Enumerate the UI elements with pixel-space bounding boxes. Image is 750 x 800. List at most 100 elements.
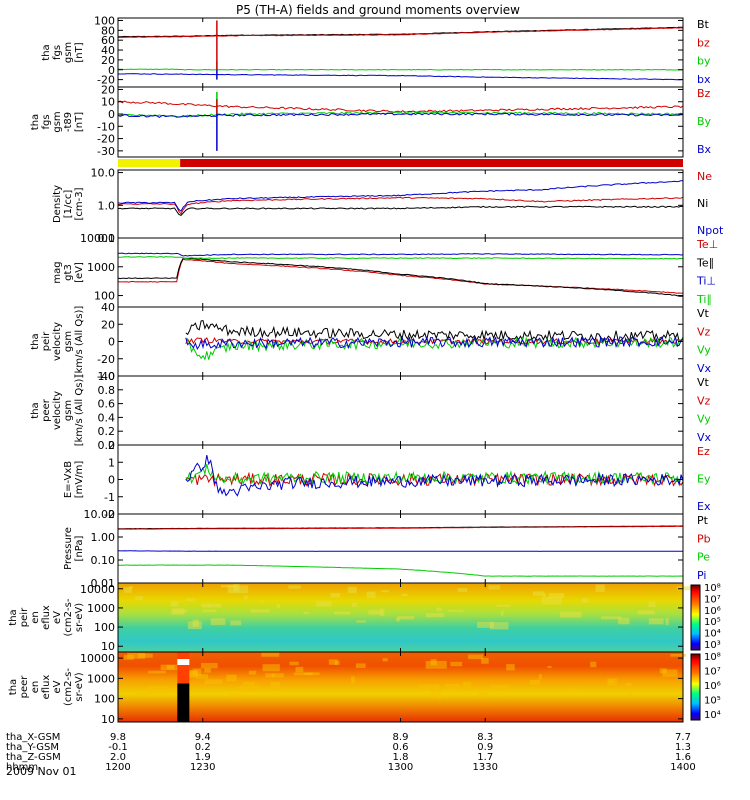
y-axis-label: velocity <box>52 391 63 430</box>
xaxis-row-value: 8.3 <box>477 732 493 743</box>
y-tick-label: 100 <box>94 693 115 706</box>
legend-Pb: Pb <box>697 532 711 545</box>
spectrogram-texture <box>438 691 442 700</box>
spectrogram-texture <box>250 609 270 613</box>
spectrogram-gap <box>177 659 190 665</box>
legend-Bz: Bz <box>697 87 711 100</box>
y-tick-label: 20 <box>101 54 115 67</box>
legend-Te∥: Te∥ <box>696 256 714 269</box>
panel-mode_bar <box>118 159 683 167</box>
spectrogram-texture <box>419 684 440 690</box>
spectrogram-texture <box>430 659 437 666</box>
spectrogram-texture <box>265 673 284 678</box>
series-line-Ex <box>185 454 684 497</box>
panel-density: 0.1 1.0 10.0 Density [1/cc] [cm-3] Ne Ni Npot <box>52 167 724 245</box>
xaxis-row-label: tha_Z-GSM <box>6 752 61 763</box>
y-axis-label: eV <box>52 611 63 624</box>
spectrogram-texture <box>204 679 223 684</box>
legend-Te⊥: Te⊥ <box>696 238 718 251</box>
spectrogram-texture <box>261 600 264 604</box>
legend-bz: bz <box>697 36 710 49</box>
xaxis-row-value: 9.8 <box>110 732 126 743</box>
spectrogram-texture <box>648 601 656 608</box>
y-axis-label: [cm-3] <box>74 187 85 220</box>
spectrogram-texture <box>401 593 408 597</box>
xaxis-row-value: 1230 <box>190 762 215 773</box>
spectrogram-texture <box>665 617 669 625</box>
spectrogram-texture <box>490 685 508 690</box>
spectrogram-texture <box>208 604 211 608</box>
colorbar <box>690 584 701 651</box>
spectrogram-texture <box>200 662 218 669</box>
y-tick-label: 2 <box>108 439 115 452</box>
y-axis-label: Pressure <box>63 527 74 570</box>
xaxis-row-label: tha_Y-GSM <box>6 742 59 753</box>
spectrogram-texture <box>276 603 280 609</box>
date-label: 2009 Nov 01 <box>6 765 76 778</box>
y-axis-label: [nT] <box>74 112 85 132</box>
xaxis-row-value: 1.9 <box>195 752 211 763</box>
legend-Vt: Vt <box>697 307 710 320</box>
y-tick-label: 20 <box>101 83 115 96</box>
spectrogram-texture <box>347 586 357 594</box>
series-line-Bx <box>117 112 684 119</box>
legend-Pe: Pe <box>697 551 710 564</box>
spectrogram-texture <box>328 659 338 665</box>
spectrogram-texture <box>136 692 152 695</box>
y-tick-label: 1.0 <box>98 199 116 212</box>
y-tick-label: 0 <box>108 108 115 121</box>
spectrogram-texture <box>293 672 313 676</box>
spectrogram-texture <box>447 609 464 612</box>
y-axis-label: gsm <box>52 111 63 132</box>
series-line-Ti⊥ <box>117 252 684 257</box>
y-tick-label: 10000 <box>80 583 115 596</box>
y-axis-label: [mV/m] <box>74 461 85 499</box>
spectrogram-texture <box>488 585 501 590</box>
legend-by: by <box>697 55 711 68</box>
colorbar-label: 10⁶ <box>704 606 721 617</box>
y-tick-label: 80 <box>101 24 115 37</box>
y-tick-label: 1.0 <box>98 370 116 383</box>
spectrogram-texture <box>445 683 460 691</box>
legend-Ti⊥: Ti⊥ <box>696 275 716 288</box>
spectrogram-texture <box>171 608 184 611</box>
spectrogram-texture <box>195 674 209 679</box>
y-axis-label: en <box>30 611 41 624</box>
legend-bx: bx <box>697 73 711 86</box>
spectrogram-texture <box>600 616 622 620</box>
spectrogram-texture <box>477 689 488 697</box>
spectrogram-texture <box>397 616 415 620</box>
legend-Bx: Bx <box>697 143 712 156</box>
spectrogram-texture <box>210 618 226 626</box>
spectrogram-texture <box>355 663 366 668</box>
colorbar-label: 10⁶ <box>704 681 721 692</box>
spectrogram-gap <box>177 683 190 722</box>
spectrogram-texture <box>477 621 494 628</box>
spectrogram-texture <box>582 598 589 604</box>
legend-Vy: Vy <box>697 344 711 357</box>
y-tick-label: 1.00 <box>91 531 116 544</box>
panel-efield: -2 -1 0 1 2 E=-VxB [mV/m] Ez Ey Ex <box>63 439 711 521</box>
y-axis-label: tha <box>8 609 19 625</box>
spectrogram-texture <box>226 674 237 682</box>
spectrogram-texture <box>171 688 179 695</box>
y-axis-label: fgs <box>52 45 63 60</box>
spectrogram-texture <box>127 652 146 659</box>
xaxis-row-value: 1330 <box>473 762 498 773</box>
y-tick-label: 1000 <box>87 672 115 685</box>
y-tick-label: 0.2 <box>98 425 116 438</box>
xaxis-row-value: 1.8 <box>393 752 409 763</box>
legend-By: By <box>697 115 712 128</box>
y-tick-label: 100 <box>94 621 115 634</box>
xaxis-row-value: 2.0 <box>110 752 126 763</box>
spectrogram-texture <box>262 664 280 672</box>
y-tick-label: 0.1 <box>98 232 116 245</box>
y-tick-label: 0.6 <box>98 398 116 411</box>
y-axis-label: [1/cc] <box>63 190 74 219</box>
series-line-Ti∥ <box>118 256 684 260</box>
spectrogram-texture <box>189 670 198 678</box>
panel-temperature: 100 1000 10000 mag gt3 [eV] Te⊥ Te∥ Ti⊥ Ti∥ <box>52 232 718 308</box>
spectrogram-texture <box>204 668 211 673</box>
xaxis-row-value: 0.9 <box>477 742 493 753</box>
